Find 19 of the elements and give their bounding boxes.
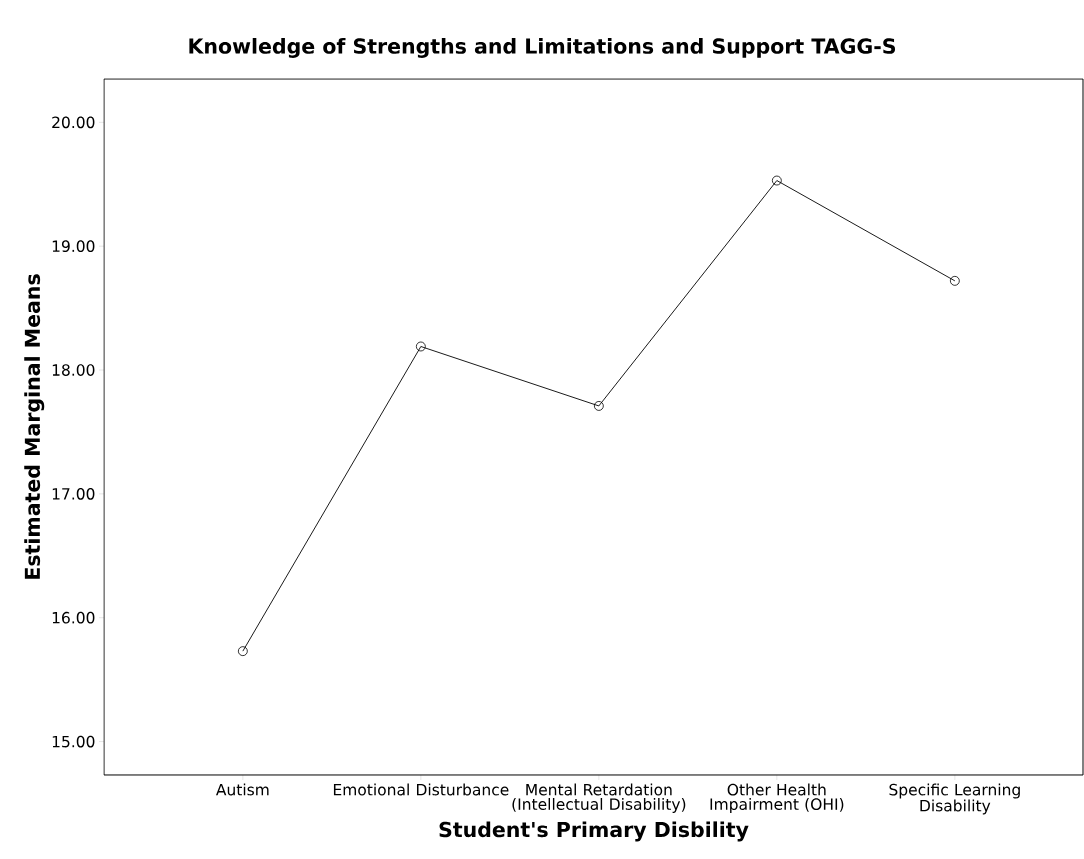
point — [593, 401, 604, 411]
y-tick-label: 18.00 — [52, 364, 95, 376]
point — [771, 175, 782, 186]
y-axis-title: Estimated Marginal Means — [24, 274, 45, 579]
y-tick-label: 15.00 — [52, 735, 95, 748]
point — [949, 275, 960, 286]
x-tick-label: Autism — [215, 783, 269, 796]
y-tick-label: 17.00 — [52, 488, 95, 500]
x-tick-label: Emotional Disturbance — [333, 783, 509, 796]
x-axis-title: Student's Primary Disbility — [439, 821, 749, 842]
y-tick-label: 16.00 — [52, 611, 95, 624]
point — [415, 341, 426, 352]
point — [237, 646, 248, 657]
x-tick-label: Other Health Impairment (OHI) — [710, 783, 844, 814]
x-tick-label: Specific Learning Disability — [889, 783, 1020, 815]
chart-title: Knowledge of Strengths and Limitations and Support TAGG-S — [189, 37, 896, 58]
y-tick-label: 20.00 — [52, 116, 95, 129]
y-tick-label: 19.00 — [52, 240, 95, 253]
x-tick-label: Mental Retardation (Intellectual Disability) — [512, 783, 686, 814]
